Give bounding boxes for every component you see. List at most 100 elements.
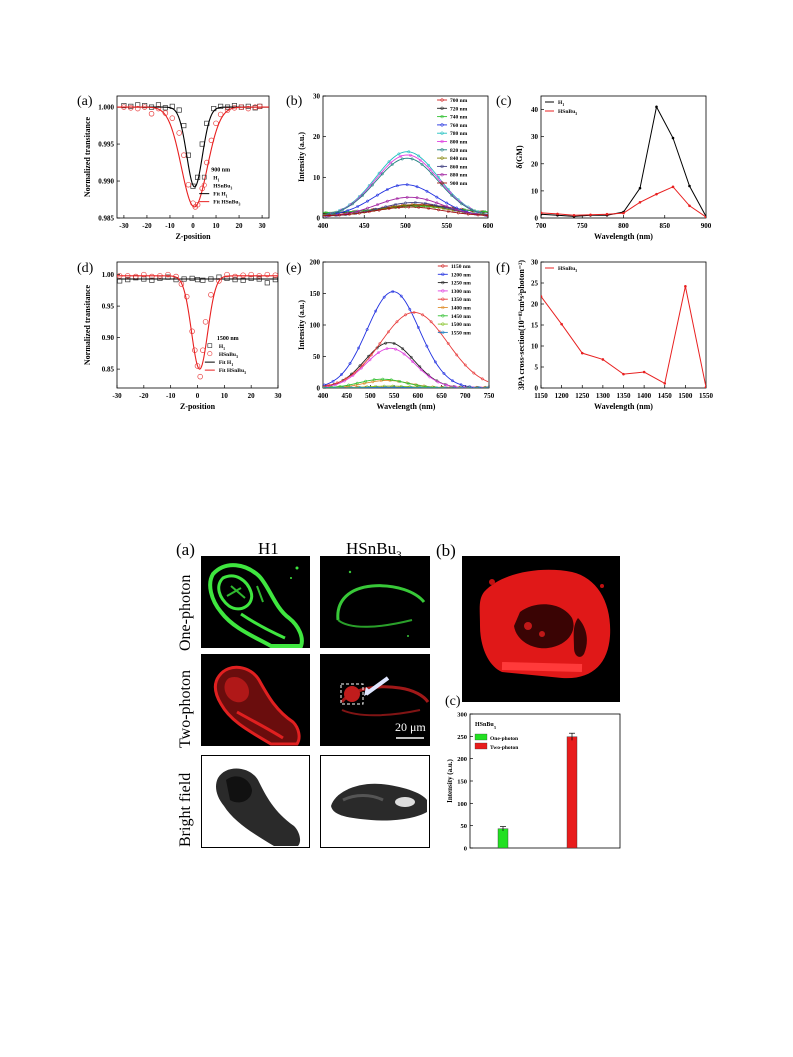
panel-label-b2: (b)	[436, 541, 456, 560]
series-marker	[385, 347, 389, 351]
bar-two-photon	[566, 736, 578, 849]
legend-title: 1500 nm	[217, 336, 239, 342]
series-point	[671, 185, 675, 189]
legend-marker	[440, 173, 444, 177]
series-marker	[401, 386, 405, 388]
legend-marker	[441, 264, 445, 268]
legend-marker	[441, 322, 445, 326]
series-marker	[335, 381, 339, 385]
plot-area	[323, 150, 488, 218]
x-tick-label: 10	[213, 222, 221, 230]
series-marker	[406, 381, 410, 385]
series-marker	[463, 363, 467, 367]
series-marker	[425, 198, 429, 202]
series-marker	[348, 362, 352, 365]
series-marker	[368, 358, 372, 362]
series-marker	[374, 309, 378, 313]
series-marker	[377, 208, 381, 212]
legend-label: Fit HSnBu3	[213, 200, 240, 207]
series-marker	[419, 368, 423, 372]
series-marker	[402, 204, 406, 207]
series-marker	[445, 201, 449, 205]
x-tick-label: 1300	[596, 392, 611, 400]
legend-marker	[441, 330, 445, 335]
series-marker	[379, 171, 383, 175]
data-point	[232, 277, 238, 283]
series-marker	[435, 386, 439, 388]
data-point	[128, 105, 134, 111]
scale-bar-label: 20 μm	[395, 720, 426, 734]
legend-label: 760 nm	[450, 123, 468, 129]
image-hsnbu3-two-photon-zoom	[462, 556, 620, 702]
data-point	[194, 201, 201, 208]
data-point	[162, 105, 168, 111]
series-point	[589, 213, 592, 217]
series-point	[601, 358, 605, 361]
panel-label-f: (f)	[496, 261, 510, 276]
y-tick-label: 0	[464, 846, 467, 853]
series-marker	[415, 383, 419, 387]
chart-b	[322, 95, 489, 219]
x-tick-label: 0	[191, 222, 195, 230]
series-marker	[409, 355, 413, 359]
series-marker	[417, 154, 421, 158]
series-marker	[428, 375, 432, 379]
series-marker	[369, 353, 373, 357]
series-marker	[442, 372, 446, 375]
series-marker	[366, 206, 369, 210]
image-h1-two-photon	[201, 654, 310, 746]
series-line-800-nm	[323, 154, 488, 216]
series-marker	[389, 161, 393, 165]
legend-marker	[441, 272, 445, 276]
image-hsnbu3-two-photon: 20 μm	[320, 654, 430, 746]
x-tick-label: 750	[484, 392, 495, 400]
data-point	[245, 105, 252, 112]
y-tick-label: 200	[457, 756, 467, 763]
chart-f	[540, 261, 707, 389]
y-tick-label: 50	[461, 823, 468, 830]
series-marker	[371, 380, 375, 384]
y-tick-label: 1.000	[98, 104, 114, 112]
series-marker	[422, 204, 426, 207]
series-marker	[452, 386, 456, 388]
y-tick-label: 0.985	[98, 215, 114, 223]
fit-line-fit-hsnbu3	[117, 106, 269, 208]
series-point	[560, 322, 563, 326]
data-point	[202, 319, 209, 325]
legend-label: 840 nm	[450, 156, 468, 162]
legend-marker	[441, 305, 445, 310]
series-point	[655, 192, 658, 196]
series-marker	[435, 195, 439, 199]
data-point	[185, 181, 192, 188]
data-point	[232, 273, 238, 280]
series-marker	[365, 385, 369, 388]
legend-label: 1450 nm	[451, 314, 471, 320]
series-marker	[364, 379, 368, 383]
series-marker	[351, 202, 355, 206]
plot-area	[323, 290, 489, 388]
legend-label: 720 nm	[450, 106, 468, 112]
series-marker	[459, 383, 463, 387]
series-point	[688, 204, 691, 208]
y-axis-label: Intensity (a.u.)	[297, 300, 306, 350]
bar-one-photon	[497, 828, 509, 849]
x-tick-label: 800	[618, 222, 629, 230]
data-point	[224, 271, 230, 278]
series-marker	[418, 386, 422, 388]
series-marker	[478, 386, 481, 388]
series-marker	[443, 386, 447, 388]
x-tick-label: 650	[436, 392, 447, 400]
legend-label: 1350 nm	[451, 297, 471, 303]
row-label-bright-field: Bright field	[177, 772, 194, 847]
y-tick-label: 0.95	[102, 303, 115, 311]
legend-label: 1400 nm	[451, 306, 471, 312]
x-tick-label: 750	[577, 222, 588, 230]
y-tick-label: 5	[535, 364, 539, 372]
x-tick-label: 450	[341, 392, 352, 400]
series-marker	[460, 386, 464, 388]
x-tick-label: 1450	[658, 392, 673, 400]
legend-label: 1200 nm	[451, 272, 471, 278]
data-point	[134, 105, 141, 112]
legend-marker	[441, 314, 445, 318]
legend-label: 780 nm	[450, 131, 468, 137]
